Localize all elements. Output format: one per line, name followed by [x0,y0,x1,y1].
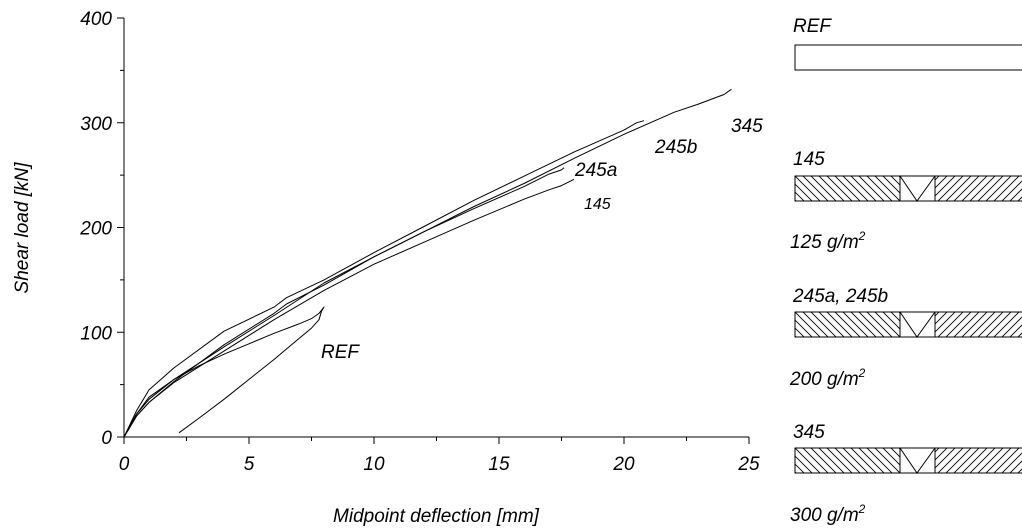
y-tick-label: 0 [101,428,112,449]
plot-area: 0 100 200 300 400 0 5 10 15 20 25 Midpoint deflect… [12,9,763,527]
legend-145-title: 145 [793,149,825,170]
curve-label-245a: 245a [574,160,617,181]
x-tick-label: 5 [244,454,255,475]
legend-145-sub: 125 g/m2 [790,229,866,253]
curve-label-345: 345 [731,116,763,137]
axis-ticks: 0 100 200 300 400 0 5 10 15 20 25 [79,9,760,475]
y-tick-label: 400 [80,9,112,30]
series-line-245b [123,120,645,438]
legend-245-bar [794,311,1022,338]
x-tick-label: 0 [119,454,130,475]
legend-245-sub: 200 g/m2 [789,366,866,390]
x-tick-label: 25 [737,454,760,475]
legend-345-bar [794,447,1022,474]
legend-345-title: 345 [793,422,825,443]
series-line-345 [123,88,732,438]
legend-245-title: 245a, 245b [792,286,888,307]
y-tick-label: 100 [80,323,112,344]
x-tick-label: 20 [612,454,635,475]
x-tick-label: 15 [488,454,510,475]
curve-label-ref: REF [321,342,360,363]
series-line-245a [123,167,565,438]
legend-ref-bar [794,44,1022,71]
legend-panel: REF 145 125 g/m2 245a, 245b 200 g/m2 345 [789,16,1022,526]
legend-345-sub: 300 g/m2 [790,502,866,526]
series-group [123,88,732,438]
x-tick-label: 10 [363,454,385,475]
series-line-ref [123,306,325,438]
y-axis-title: Shear load [kN] [12,162,33,294]
y-tick-label: 200 [79,219,112,240]
series-line-145 [123,178,575,438]
x-axis-title: Midpoint deflection [mm] [333,506,540,527]
legend-145-bar [794,175,1022,202]
y-tick-label: 300 [80,114,112,135]
curve-label-145: 145 [584,196,611,213]
legend-ref-title: REF [793,16,832,37]
curve-label-245b: 245b [654,137,697,158]
